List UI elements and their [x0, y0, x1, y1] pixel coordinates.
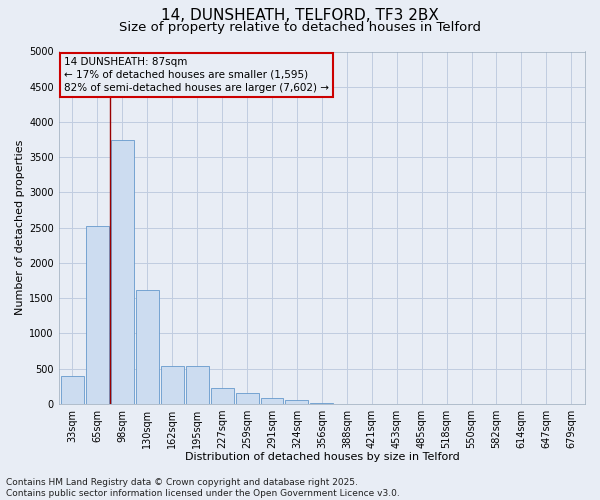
Bar: [86, 226, 109, 404]
Y-axis label: Number of detached properties: Number of detached properties: [15, 140, 25, 316]
Bar: [61, 376, 84, 404]
Bar: [161, 366, 184, 404]
Bar: [111, 140, 134, 404]
X-axis label: Distribution of detached houses by size in Telford: Distribution of detached houses by size …: [185, 452, 459, 462]
Text: Size of property relative to detached houses in Telford: Size of property relative to detached ho…: [119, 21, 481, 34]
Bar: [211, 388, 233, 404]
Bar: [286, 400, 308, 404]
Text: 14 DUNSHEATH: 87sqm
← 17% of detached houses are smaller (1,595)
82% of semi-det: 14 DUNSHEATH: 87sqm ← 17% of detached ho…: [64, 57, 329, 93]
Bar: [186, 366, 209, 404]
Bar: [310, 402, 334, 404]
Bar: [136, 290, 159, 404]
Text: Contains HM Land Registry data © Crown copyright and database right 2025.
Contai: Contains HM Land Registry data © Crown c…: [6, 478, 400, 498]
Bar: [260, 398, 283, 404]
Text: 14, DUNSHEATH, TELFORD, TF3 2BX: 14, DUNSHEATH, TELFORD, TF3 2BX: [161, 8, 439, 22]
Bar: [236, 394, 259, 404]
